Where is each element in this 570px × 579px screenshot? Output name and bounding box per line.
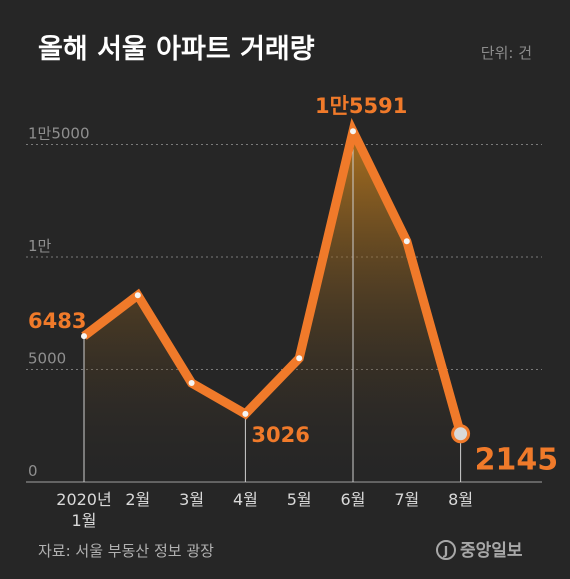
series-line-layer xyxy=(81,117,465,435)
data-point-4 xyxy=(296,355,303,362)
unit-label: 단위: 건 xyxy=(481,44,532,62)
chart-title: 올해 서울 아파트 거래량 xyxy=(38,34,315,65)
data-point-2 xyxy=(188,380,195,386)
y-tick-label-2: 1만 xyxy=(28,237,52,255)
x-tick-label-7: 8월 xyxy=(448,490,473,509)
x-tick-label-6: 7월 xyxy=(394,490,419,509)
data-label-0: 6483 xyxy=(28,309,86,333)
logo-mark-icon: J xyxy=(443,544,448,558)
data-point-3 xyxy=(242,410,249,417)
area-fill xyxy=(84,131,461,482)
x-axis-ticks: 2020년 1월 2월 3월 4월 5월 6월 7월 8월 xyxy=(56,490,473,530)
x-tick-label-5: 6월 xyxy=(341,490,366,509)
source-text: 자료: 서울 부동산 정보 광장 xyxy=(38,542,214,560)
x-tick-label-0-0: 2020년 xyxy=(56,490,111,509)
x-tick-label-1: 2월 xyxy=(125,490,150,509)
x-tick-label-4: 5월 xyxy=(287,490,312,509)
data-labels: 6483 3026 1만5591 2145 xyxy=(28,94,558,478)
x-tick-label-0-1: 1월 xyxy=(72,511,97,530)
series-line xyxy=(81,117,465,435)
data-point-5 xyxy=(350,128,356,135)
data-label-5: 1만5591 xyxy=(315,94,407,118)
y-tick-label-3: 1만5000 xyxy=(28,125,90,143)
y-tick-label-1: 5000 xyxy=(28,350,66,368)
y-axis-ticks: 0 5000 1만 1만5000 xyxy=(28,125,90,481)
data-point-7 xyxy=(451,424,471,444)
data-label-3: 3026 xyxy=(251,423,309,447)
logo-text: 중앙일보 xyxy=(460,541,523,561)
x-tick-label-3: 4월 xyxy=(233,490,258,509)
drop-lines xyxy=(83,131,462,482)
data-point-1 xyxy=(134,292,141,299)
data-point-0 xyxy=(81,333,87,340)
logo-circle-icon xyxy=(436,540,456,560)
joongang-logo: J 중앙일보 xyxy=(436,540,523,561)
data-label-7: 2145 xyxy=(475,443,558,478)
y-tick-label-0: 0 xyxy=(28,462,38,480)
data-point-6 xyxy=(403,238,410,245)
area-fill-layer xyxy=(84,131,461,482)
point-markers xyxy=(81,128,471,444)
x-tick-label-2: 3월 xyxy=(179,490,204,509)
